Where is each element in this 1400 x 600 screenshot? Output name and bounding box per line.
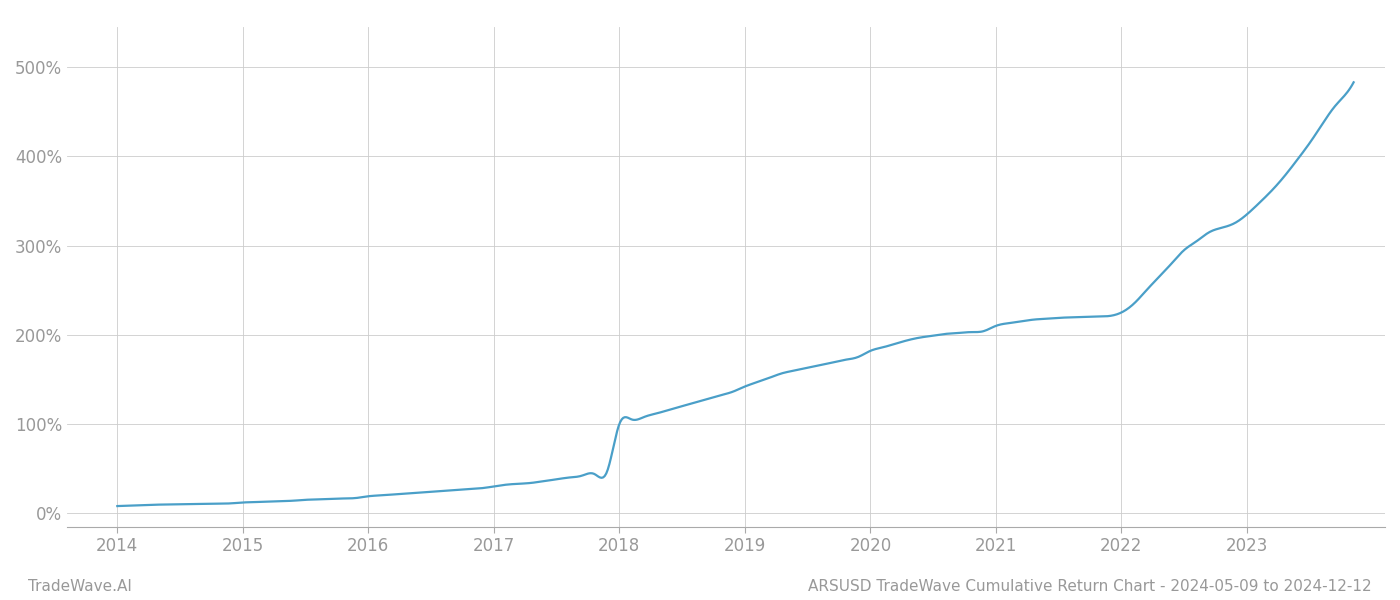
Text: ARSUSD TradeWave Cumulative Return Chart - 2024-05-09 to 2024-12-12: ARSUSD TradeWave Cumulative Return Chart… <box>808 579 1372 594</box>
Text: TradeWave.AI: TradeWave.AI <box>28 579 132 594</box>
